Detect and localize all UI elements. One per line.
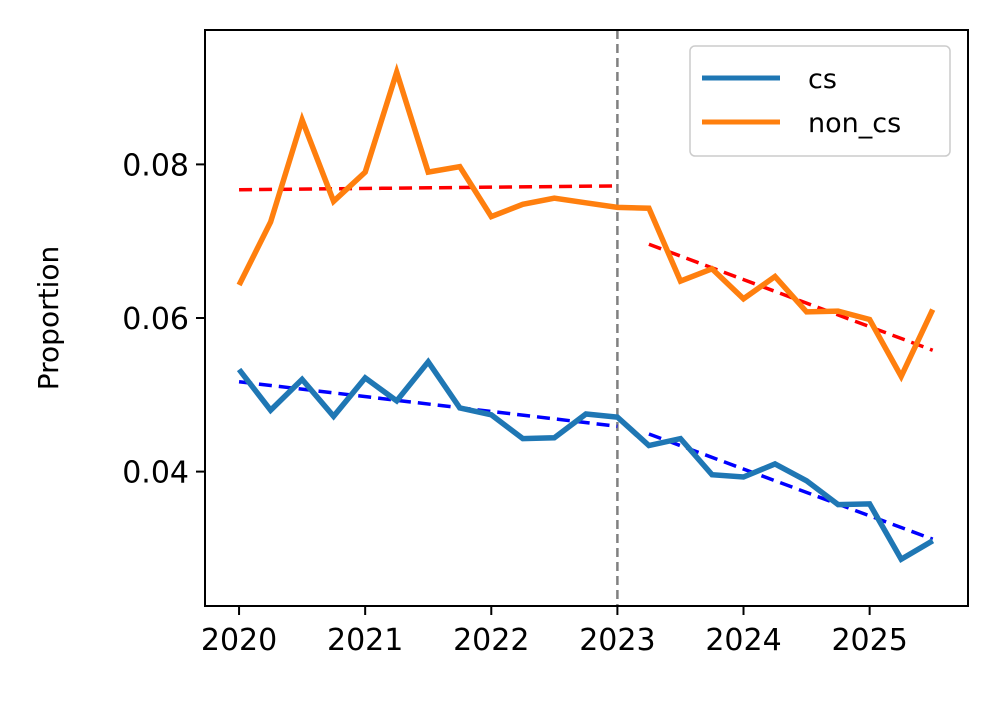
legend-label-cs: cs [808, 64, 837, 95]
x-tick-label-2023: 2023 [579, 623, 655, 658]
legend-label-non-cs: non_cs [808, 108, 901, 139]
x-tick-label-2025: 2025 [831, 623, 907, 658]
y-tick-label-0.04: 0.04 [122, 456, 189, 491]
x-tick-label-2024: 2024 [705, 623, 781, 658]
y-tick-label-0.08: 0.08 [122, 148, 189, 183]
x-tick-label-2020: 2020 [201, 623, 277, 658]
y-tick-label-0.06: 0.06 [122, 302, 189, 337]
legend: cs non_cs [690, 46, 950, 156]
x-tick-label-2022: 2022 [453, 623, 529, 658]
legend-box [690, 46, 950, 156]
x-tick-label-2021: 2021 [327, 623, 403, 658]
y-axis-label: Proportion [32, 246, 65, 390]
